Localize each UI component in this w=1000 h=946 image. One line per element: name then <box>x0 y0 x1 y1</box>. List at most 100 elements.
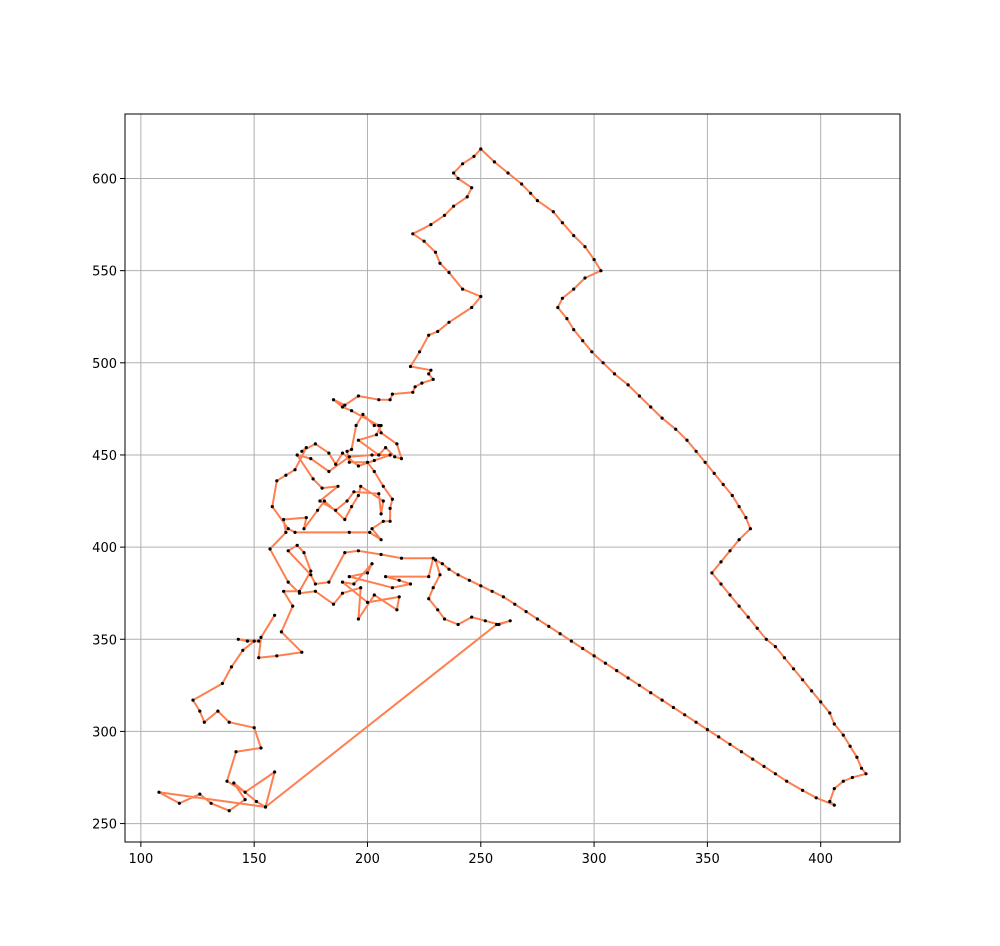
city-point <box>438 261 442 265</box>
city-point <box>245 639 249 643</box>
city-point <box>637 683 642 687</box>
city-point <box>284 473 288 477</box>
city-point <box>737 538 741 542</box>
city-point <box>427 575 431 579</box>
city-point <box>572 328 576 332</box>
city-point <box>370 453 374 457</box>
city-point <box>828 711 832 715</box>
city-point <box>347 575 351 579</box>
city-point <box>343 403 347 407</box>
city-point <box>216 709 220 713</box>
city-point <box>685 438 689 442</box>
city-point <box>356 617 360 621</box>
city-point <box>436 608 440 612</box>
city-point <box>377 398 381 402</box>
city-point <box>234 750 238 754</box>
city-point <box>801 678 805 682</box>
city-point <box>311 477 315 481</box>
city-point <box>191 698 195 702</box>
city-point <box>483 619 487 623</box>
city-point <box>456 573 460 577</box>
city-point <box>649 691 653 695</box>
city-point <box>581 646 585 651</box>
city-point <box>377 423 381 428</box>
city-point <box>291 604 295 608</box>
city-point <box>728 549 732 553</box>
city-point <box>304 516 308 520</box>
city-point <box>356 493 360 498</box>
city-point <box>832 787 836 791</box>
city-point <box>719 582 723 586</box>
city-point <box>359 586 363 590</box>
city-point <box>327 580 331 584</box>
city-point <box>227 809 231 813</box>
city-point <box>395 608 399 612</box>
city-point <box>286 549 290 553</box>
city-point <box>828 799 832 804</box>
city-point <box>447 567 451 571</box>
city-point <box>418 350 422 354</box>
city-point <box>694 449 698 453</box>
city-point <box>220 681 224 686</box>
city-point <box>814 796 818 800</box>
city-point <box>832 722 836 726</box>
city-point <box>429 368 433 372</box>
city-point <box>569 639 574 643</box>
city-point <box>352 490 356 494</box>
city-point <box>479 294 483 299</box>
city-point <box>535 617 540 621</box>
city-point <box>236 637 240 641</box>
city-point <box>472 154 476 158</box>
city-point <box>202 720 206 724</box>
city-point <box>583 276 587 280</box>
x-tick-label: 150 <box>242 852 267 867</box>
city-point <box>791 667 796 671</box>
city-point <box>408 364 413 369</box>
city-point <box>379 552 383 557</box>
city-point <box>819 700 823 704</box>
y-tick-label: 600 <box>92 173 117 188</box>
city-point <box>243 790 247 794</box>
y-tick-label: 500 <box>92 357 117 372</box>
city-point <box>356 549 360 553</box>
city-point <box>447 270 451 275</box>
city-point <box>626 676 630 680</box>
city-point <box>612 372 617 376</box>
city-point <box>327 451 331 455</box>
city-point <box>347 460 351 464</box>
city-point <box>302 527 306 531</box>
city-point <box>461 287 465 291</box>
city-point <box>492 160 496 164</box>
city-point <box>660 416 664 420</box>
city-point <box>372 469 376 474</box>
city-point <box>359 484 363 488</box>
city-point <box>551 210 555 214</box>
city-point <box>356 464 360 468</box>
city-point <box>318 499 322 503</box>
city-point <box>751 757 755 761</box>
x-tick-label: 100 <box>128 852 153 867</box>
city-point <box>390 586 394 590</box>
city-point <box>368 530 372 535</box>
city-point <box>313 589 317 593</box>
city-point <box>744 516 748 520</box>
city-point <box>157 790 161 794</box>
city-point <box>365 600 370 605</box>
city-point <box>565 317 569 321</box>
city-point <box>257 639 261 643</box>
city-point <box>259 746 263 750</box>
city-point <box>773 772 778 776</box>
city-point <box>340 580 345 584</box>
city-point <box>442 617 447 621</box>
city-point <box>524 610 528 614</box>
city-point <box>300 650 304 654</box>
city-point <box>229 665 234 669</box>
city-point <box>340 405 345 409</box>
city-point <box>599 269 603 273</box>
city-point <box>832 803 836 807</box>
city-point <box>535 199 540 203</box>
city-point <box>377 453 381 457</box>
y-axis: 250 300 350 400 450 500 550 600 <box>92 173 125 833</box>
city-point <box>390 497 394 501</box>
city-point <box>343 551 347 555</box>
